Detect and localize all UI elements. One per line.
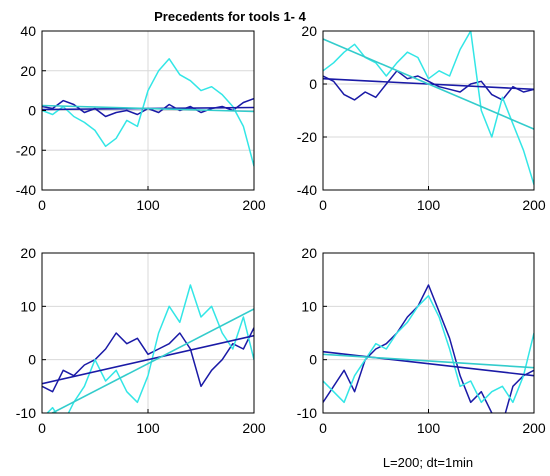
series-line-1: [323, 294, 534, 404]
trend-line-2: [42, 334, 254, 385]
x-tick-label: 100: [417, 197, 441, 213]
series-group: [323, 31, 534, 185]
x-tick-label: 200: [522, 197, 546, 213]
x-tick-label: 0: [319, 420, 327, 436]
series-group: [42, 284, 254, 413]
panel-1: 0 100 200 -40 -20 0 20 40: [16, 23, 266, 213]
y-tick-label: 0: [28, 103, 36, 119]
y-tick-label: -10: [16, 405, 36, 421]
y-tick-label: 0: [309, 352, 317, 368]
series-line-0: [323, 70, 534, 101]
series-line-1: [323, 31, 534, 185]
y-tick-label: 10: [20, 298, 36, 314]
series-line-0: [42, 327, 254, 393]
y-tick-label: -40: [16, 182, 36, 198]
y-tick-label: 0: [28, 352, 36, 368]
series-line-0: [323, 284, 534, 413]
series-group: [42, 58, 254, 167]
trend-line-3: [323, 38, 534, 130]
y-tick-label: -20: [297, 129, 317, 145]
y-tick-label: 20: [301, 23, 317, 39]
trend-line-2: [323, 350, 534, 377]
panel-2: 0 100 200 -40 -20 0 20: [297, 23, 546, 213]
y-tick-label: -20: [16, 142, 36, 158]
trend-line-3: [323, 353, 534, 369]
y-tick-label: 40: [20, 23, 36, 39]
series-group: [323, 284, 534, 413]
y-tick-label: 20: [20, 63, 36, 79]
y-tick-label: 0: [309, 76, 317, 92]
x-tick-label: 100: [136, 197, 160, 213]
y-tick-label: 20: [20, 245, 36, 261]
series-line-1: [46, 284, 254, 413]
figure-note: L=200; dt=1min: [383, 455, 473, 470]
y-tick-label: -40: [297, 182, 317, 198]
y-tick-label: 10: [301, 298, 317, 314]
y-tick-label: 20: [301, 245, 317, 261]
x-tick-label: 200: [242, 420, 266, 436]
x-tick-label: 100: [136, 420, 160, 436]
figure-title: Precedents for tools 1- 4: [154, 9, 306, 24]
x-tick-label: 100: [417, 420, 441, 436]
trend-line-3: [42, 104, 254, 113]
x-tick-label: 0: [38, 420, 46, 436]
trend-line-3: [50, 308, 254, 413]
x-tick-label: 200: [522, 420, 546, 436]
y-tick-label: -10: [297, 405, 317, 421]
x-tick-label: 0: [319, 197, 327, 213]
x-tick-label: 200: [242, 197, 266, 213]
series-line-1: [42, 58, 254, 167]
x-tick-label: 0: [38, 197, 46, 213]
